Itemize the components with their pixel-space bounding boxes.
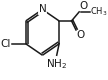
Text: CH$_3$: CH$_3$ <box>90 6 108 18</box>
Text: Cl: Cl <box>0 39 11 49</box>
Text: O: O <box>76 30 85 40</box>
Text: N: N <box>39 4 46 14</box>
Text: O: O <box>79 2 88 12</box>
Text: NH$_2$: NH$_2$ <box>46 57 67 71</box>
